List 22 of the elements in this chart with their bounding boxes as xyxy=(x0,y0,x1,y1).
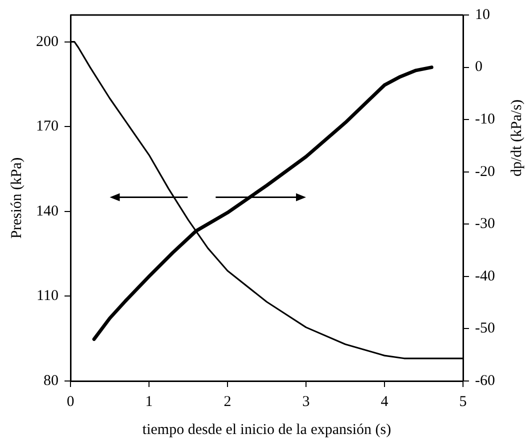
y2-tick-label: 0 xyxy=(475,59,483,76)
y2-tick-label: -50 xyxy=(475,320,496,337)
y2-axis-title: dp/dt (kPa/s) xyxy=(508,99,525,177)
y2-tick-label: 10 xyxy=(475,6,490,23)
x-tick-label: 5 xyxy=(459,394,467,410)
y2-tick-label: -40 xyxy=(475,268,496,284)
y-axis-title: Presión (kPa) xyxy=(8,157,25,239)
y-tick-label: 110 xyxy=(36,288,58,304)
x-axis-title: tiempo desde el inicio de la expansión (s) xyxy=(142,422,392,438)
x-tick-label: 3 xyxy=(302,394,310,410)
x-tick-label: 1 xyxy=(145,394,153,410)
y-tick-label: 140 xyxy=(36,203,58,220)
y-tick-label: 80 xyxy=(44,372,58,389)
y2-tick-label: -60 xyxy=(475,372,496,389)
y2-tick-label: -10 xyxy=(475,112,496,128)
y-tick-label: 200 xyxy=(36,34,58,50)
x-tick-label: 0 xyxy=(66,394,74,410)
y-tick-label: 170 xyxy=(36,118,58,135)
y2-tick-label: -30 xyxy=(475,216,496,232)
x-tick-label: 2 xyxy=(224,394,232,410)
y2-tick-label: -20 xyxy=(475,164,496,180)
x-tick-label: 4 xyxy=(380,394,389,410)
